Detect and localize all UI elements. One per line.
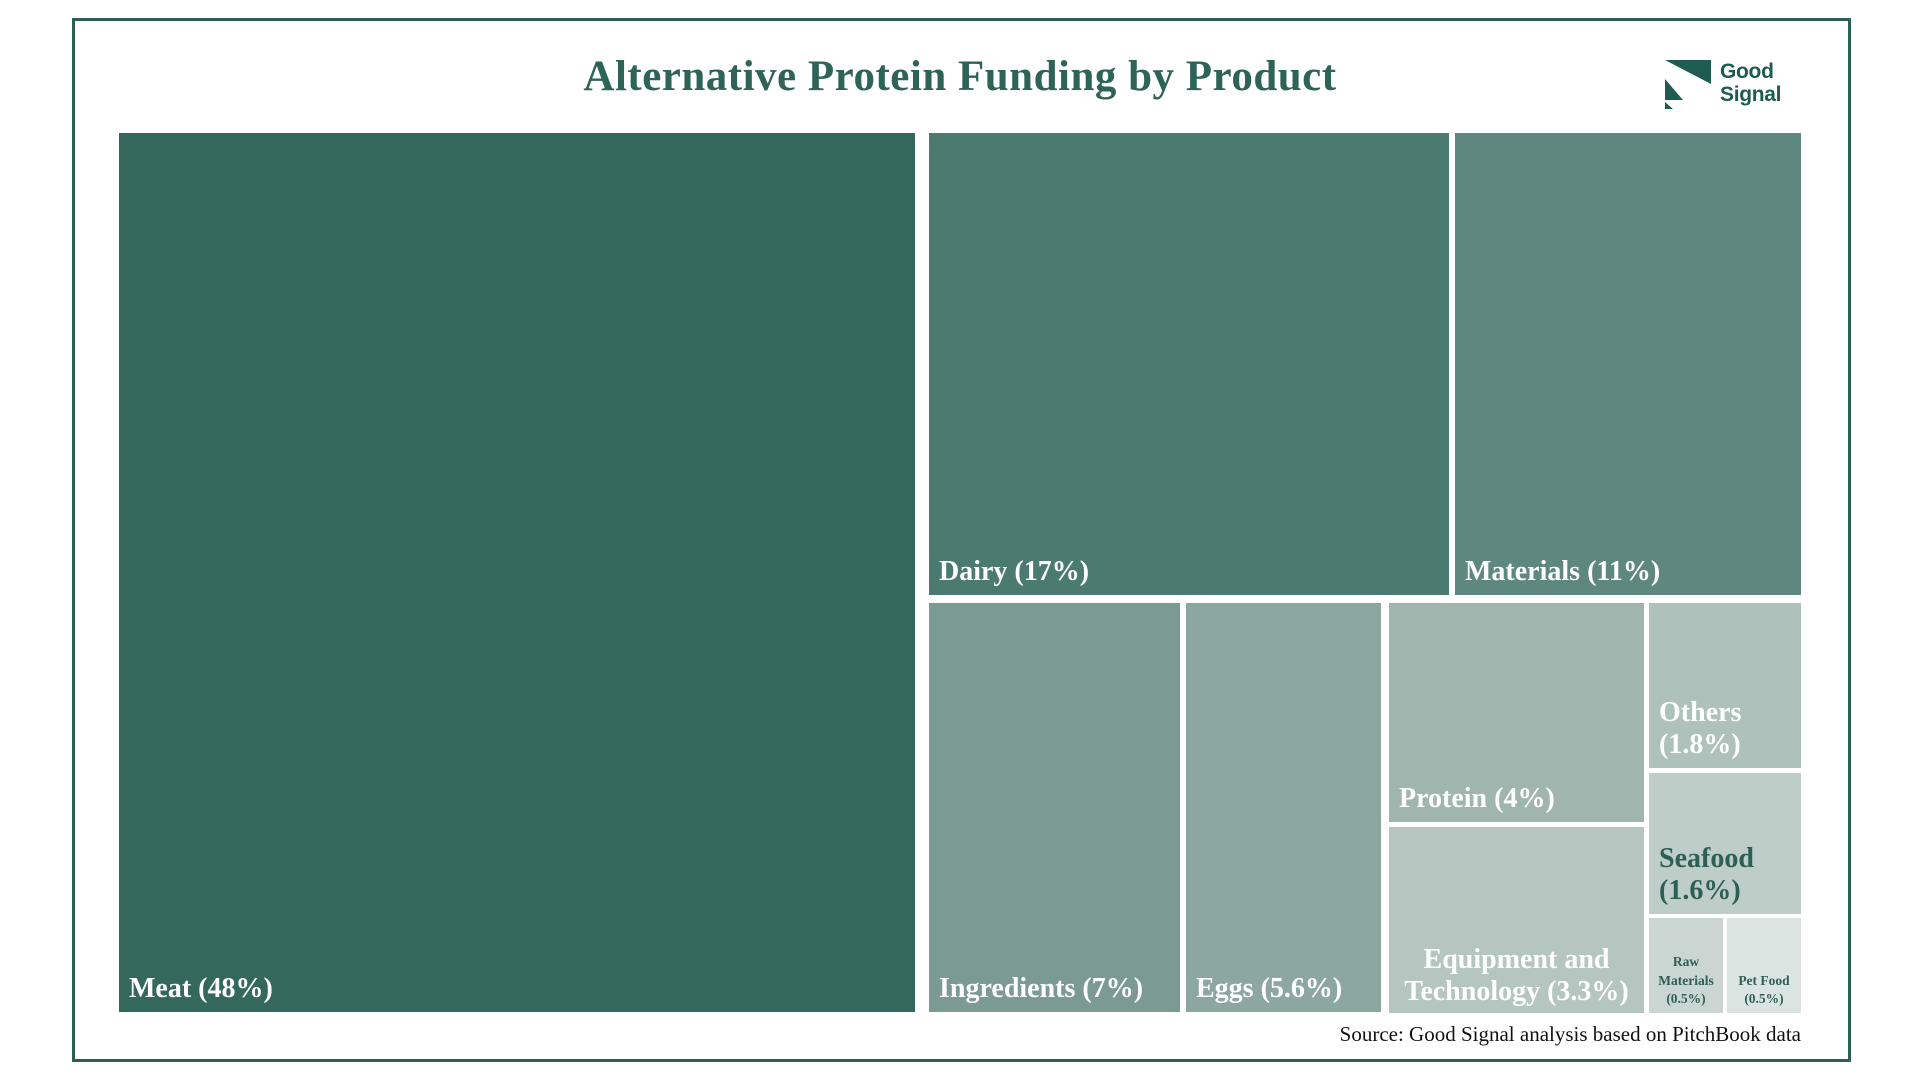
- good-signal-logo: Good Signal: [1665, 60, 1782, 109]
- tile-materials: Materials (11%): [1455, 133, 1801, 595]
- tile-raw-materials-label: Raw Materials (0.5%): [1658, 954, 1714, 1006]
- chart-title: Alternative Protein Funding by Product: [583, 53, 1337, 100]
- source-note: Source: Good Signal analysis based on Pi…: [1339, 1022, 1801, 1046]
- logo-wordmark: Good Signal: [1720, 60, 1782, 107]
- tile-pet-food-label: Pet Food (0.5%): [1738, 972, 1790, 1006]
- tile-raw-materials: Raw Materials (0.5%): [1649, 918, 1723, 1013]
- tile-pet-food: Pet Food (0.5%): [1727, 918, 1801, 1013]
- logo-word-signal: Signal: [1720, 83, 1782, 107]
- tile-seafood: Seafood (1.6%): [1649, 773, 1801, 914]
- tile-materials-label: Materials (11%): [1465, 555, 1661, 587]
- tile-others: Others (1.8%): [1649, 603, 1801, 768]
- tile-others-label: Others (1.8%): [1659, 696, 1742, 760]
- tile-protein-label: Protein (4%): [1399, 782, 1555, 814]
- tile-seafood-label: Seafood (1.6%): [1659, 842, 1754, 906]
- tile-ingredients-label: Ingredients (7%): [939, 972, 1144, 1004]
- logo-word-good: Good: [1720, 60, 1774, 83]
- treemap: Meat (48%) Dairy (17%) Materials (11%) I…: [119, 133, 1801, 1013]
- chart-border-frame: [72, 18, 1851, 1062]
- tile-ingredients: Ingredients (7%): [929, 603, 1180, 1012]
- tile-meat-label: Meat (48%): [129, 972, 273, 1004]
- tile-dairy: Dairy (17%): [929, 133, 1449, 595]
- tile-dairy-label: Dairy (17%): [939, 555, 1090, 587]
- tile-eggs-label: Eggs (5.6%): [1196, 972, 1343, 1004]
- tile-equipment-and-technology: Equipment and Technology (3.3%): [1389, 827, 1644, 1013]
- tile-protein: Protein (4%): [1389, 603, 1644, 822]
- tile-eggs: Eggs (5.6%): [1186, 603, 1381, 1012]
- tile-equipment-and-technology-label: Equipment and Technology (3.3%): [1404, 943, 1629, 1007]
- tile-meat: Meat (48%): [119, 133, 915, 1012]
- good-signal-triangles-icon: [1665, 60, 1711, 109]
